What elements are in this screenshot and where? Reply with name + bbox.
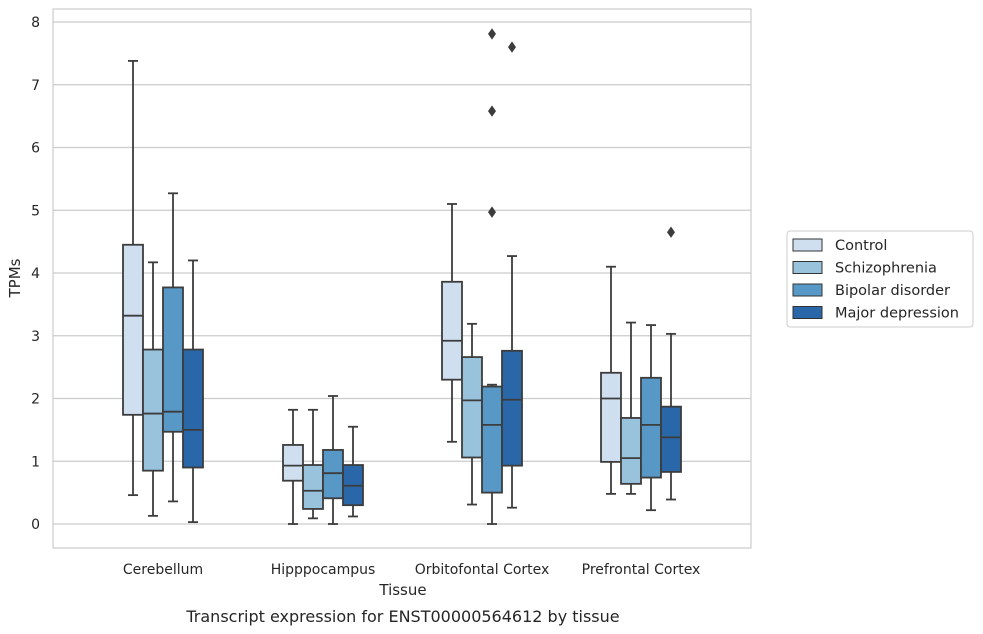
box-schizophrenia [302, 408, 324, 520]
box-schizophrenia [142, 261, 164, 517]
box-control [600, 265, 622, 495]
box-major-depression [660, 226, 682, 501]
box-control [122, 60, 144, 497]
outlier-point [488, 28, 496, 40]
box-iqr [142, 348, 164, 472]
box-bipolar-disorder [640, 324, 662, 512]
legend-swatch [792, 238, 823, 252]
box-bipolar-disorder [481, 28, 503, 525]
box-schizophrenia [620, 321, 642, 495]
legend-swatch [792, 306, 823, 319]
box-major-depression [501, 41, 523, 509]
box-iqr [441, 280, 463, 381]
box-control [282, 408, 304, 525]
box-iqr [122, 243, 144, 416]
outlier-point [488, 206, 496, 218]
box-iqr [501, 349, 523, 467]
box-iqr [620, 417, 642, 485]
outlier-point [488, 105, 496, 117]
x-tick-label: Orbitofontal Cortex [415, 562, 550, 578]
outlier-point [667, 226, 675, 238]
plot-frame [52, 8, 752, 549]
box-iqr [461, 356, 483, 459]
x-tick-labels: Cerebellum Hipppocampus Orbitofontal Corte… [123, 562, 700, 578]
x-tick-label: Cerebellum [123, 562, 203, 578]
box-major-depression [342, 425, 364, 518]
legend: Control Schizophrenia Bipolar disorder Majo… [786, 230, 974, 328]
y-tick-label: 8 [31, 15, 40, 31]
y-tick-label: 1 [31, 454, 40, 470]
box-iqr [660, 405, 682, 473]
legend-label: Major depression [835, 306, 959, 322]
box-iqr [302, 464, 324, 510]
legend-frame [786, 230, 974, 328]
y-tick-label: 2 [31, 392, 40, 408]
chart-caption: Transcript expression for ENST0000056461… [185, 607, 619, 626]
box-iqr [322, 449, 344, 500]
box-bipolar-disorder [322, 395, 344, 525]
outlier-point [508, 41, 516, 53]
x-tick-label: Prefrontal Cortex [582, 562, 701, 578]
box-schizophrenia [461, 322, 483, 506]
y-tick-label: 5 [31, 203, 40, 219]
box-iqr [282, 444, 304, 482]
y-tick-labels: 0 1 2 3 4 5 6 7 8 [31, 15, 40, 533]
x-tick-label: Hipppocampus [271, 562, 376, 578]
boxes [122, 28, 682, 525]
box-major-depression [182, 259, 204, 524]
box-bipolar-disorder [162, 192, 184, 503]
box-iqr [182, 348, 204, 469]
legend-label: Bipolar disorder [835, 283, 950, 299]
legend-label: Control [835, 238, 887, 254]
box-control [441, 203, 463, 443]
x-axis-label: Tissue [378, 581, 426, 599]
y-tick-label: 3 [31, 329, 40, 345]
box-iqr [481, 385, 503, 494]
y-tick-label: 0 [31, 517, 40, 533]
legend-swatch [792, 283, 823, 297]
legend-swatch [792, 261, 823, 274]
y-tick-label: 4 [31, 266, 40, 282]
box-iqr [162, 286, 184, 433]
y-axis-label: TPMs [6, 258, 24, 298]
box-iqr [600, 371, 622, 463]
y-tick-label: 7 [31, 78, 40, 94]
legend-label: Schizophrenia [835, 261, 937, 277]
y-tick-label: 6 [31, 141, 40, 157]
box-iqr [640, 376, 662, 479]
